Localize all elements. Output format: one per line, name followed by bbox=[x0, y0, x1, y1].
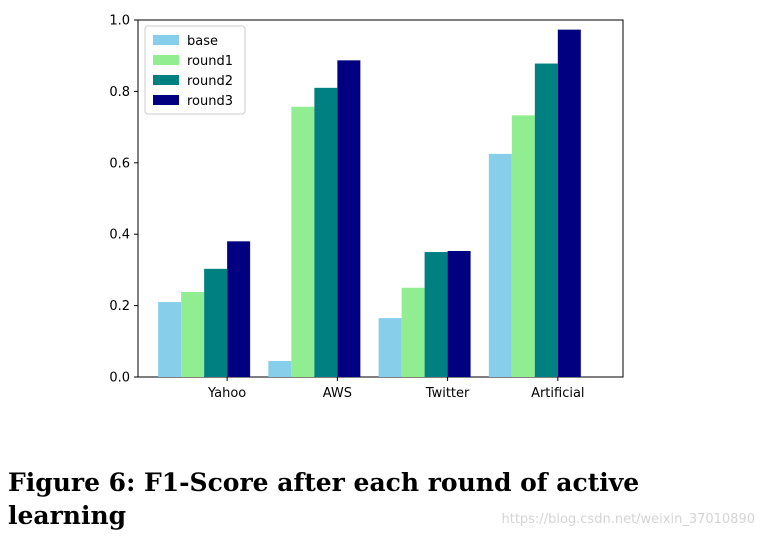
legend-box bbox=[144, 25, 246, 115]
bar-round3-yahoo bbox=[227, 241, 251, 377]
y-tick-label: 0.4 bbox=[109, 228, 130, 243]
bar-round2-twitter bbox=[424, 252, 448, 377]
x-tick-label: Artificial bbox=[531, 386, 584, 401]
y-tick-label: 1.0 bbox=[109, 14, 130, 29]
legend-swatch-round2 bbox=[153, 75, 179, 85]
bar-round3-aws bbox=[337, 60, 361, 377]
bar-round2-aws bbox=[314, 87, 338, 377]
bar-round1-twitter bbox=[401, 287, 425, 377]
x-tick-label: Yahoo bbox=[207, 386, 246, 401]
watermark: https://blog.csdn.net/weixin_37010890 bbox=[501, 512, 755, 527]
y-tick-label: 0.2 bbox=[109, 299, 130, 314]
y-tick-label: 0.6 bbox=[109, 156, 130, 171]
bar-round1-yahoo bbox=[181, 292, 205, 377]
legend-label-round1: round1 bbox=[187, 54, 233, 69]
bar-chart: Yahoo AWS Twitter Artificial 0.0 0.2 0.4 0.6 0.8… bbox=[109, 14, 624, 401]
bar-base-aws bbox=[268, 360, 292, 377]
y-tick-label: 0.0 bbox=[109, 371, 130, 386]
bar-round3-artificial bbox=[557, 29, 581, 377]
bar-round3-twitter bbox=[447, 250, 471, 377]
bar-round1-artificial bbox=[511, 115, 535, 377]
bar-base-artificial bbox=[488, 153, 512, 377]
bar-base-yahoo bbox=[158, 302, 182, 377]
x-tick-label: Twitter bbox=[425, 386, 470, 401]
bar-base-twitter bbox=[378, 318, 402, 377]
legend-swatch-base bbox=[153, 35, 179, 45]
legend-swatch-round3 bbox=[153, 95, 179, 105]
x-tick-label: AWS bbox=[323, 386, 352, 401]
bar-round1-aws bbox=[291, 106, 315, 377]
y-tick-label: 0.8 bbox=[109, 85, 130, 100]
bar-round2-yahoo bbox=[204, 268, 228, 377]
legend-label-base: base bbox=[187, 34, 218, 49]
legend: base round1 round2 round3 bbox=[144, 25, 246, 115]
bar-round2-artificial bbox=[534, 63, 558, 377]
legend-swatch-round1 bbox=[153, 55, 179, 65]
legend-label-round3: round3 bbox=[187, 94, 233, 109]
legend-label-round2: round2 bbox=[187, 74, 233, 89]
figure-caption: Figure 6: F1-Score after each round of a… bbox=[8, 468, 640, 530]
